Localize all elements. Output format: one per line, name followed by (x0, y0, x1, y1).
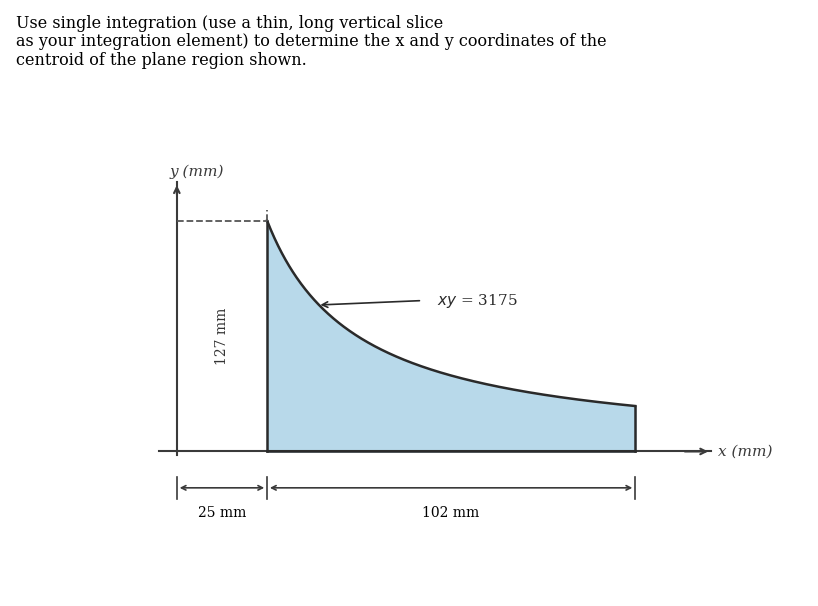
Text: 25 mm: 25 mm (198, 506, 246, 520)
Text: as your integration element) to determine the x and y coordinates of the: as your integration element) to determin… (16, 33, 607, 50)
Text: 127 mm: 127 mm (215, 307, 229, 365)
Text: 102 mm: 102 mm (422, 506, 479, 520)
Text: y (mm): y (mm) (169, 164, 224, 179)
Text: $xy$ = 3175: $xy$ = 3175 (437, 291, 517, 310)
Text: Use single integration (use a thin, long vertical slice: Use single integration (use a thin, long… (16, 15, 443, 32)
Text: x (mm): x (mm) (718, 444, 773, 459)
Text: centroid of the plane region shown.: centroid of the plane region shown. (16, 52, 307, 68)
